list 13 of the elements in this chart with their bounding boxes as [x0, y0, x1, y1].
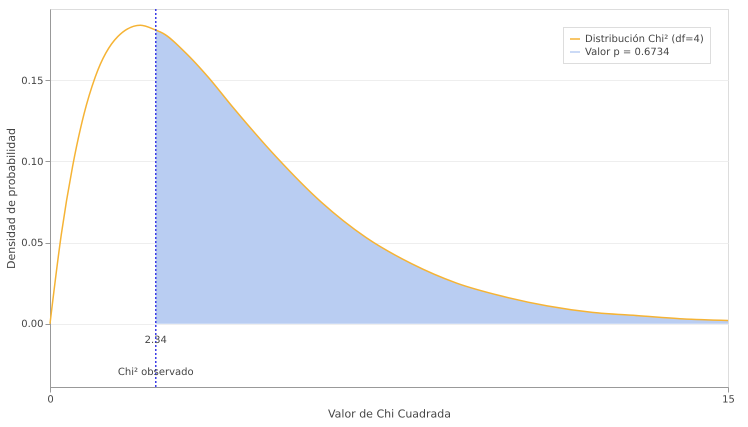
legend-label: Distribución Chi² (df=4) [585, 34, 704, 45]
y-tick-label: 0.00 [21, 319, 44, 330]
x-tick-label: 15 [722, 394, 735, 406]
line-series [49, 24, 729, 324]
y-tick-label: 0.15 [21, 76, 44, 87]
x-tick-label: 0 [47, 394, 54, 406]
annotation: 2.34 [144, 334, 167, 346]
y-tick-label: 0.05 [21, 238, 44, 250]
y-axis-title: Densidad de probabilidad [5, 128, 18, 270]
y-tick-label: 0.10 [21, 157, 44, 168]
legend-label: Valor p = 0.6734 [585, 47, 670, 58]
x-axis-title: Valor de Chi Cuadrada [328, 408, 452, 420]
ref-line-label: Chi² observado [118, 367, 194, 378]
